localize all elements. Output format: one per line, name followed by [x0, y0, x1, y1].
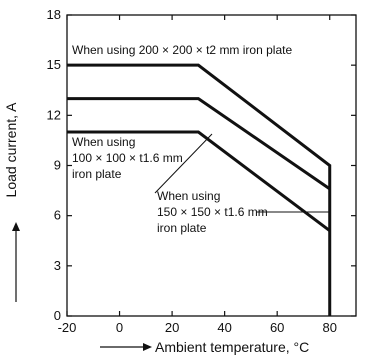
- y-tick-label: 12: [47, 107, 61, 122]
- x-tick-label: 80: [322, 320, 336, 335]
- annotation-leader: [154, 133, 213, 194]
- x-tick-label: 0: [116, 320, 123, 335]
- plot-frame: [66, 14, 357, 317]
- y-tick-label: 15: [47, 57, 61, 72]
- annotation-left-line3: iron plate: [72, 167, 122, 181]
- x-axis-label: Ambient temperature, °C: [155, 339, 309, 355]
- annotation-left-line2: 100 × 100 × t1.6 mm: [72, 151, 183, 165]
- annotation-left-line1: When using: [72, 135, 135, 149]
- y-tick-label: 0: [54, 308, 61, 323]
- series: [67, 63, 332, 316]
- y-axis-arrow-head: [12, 222, 20, 231]
- y-tick-label: 18: [47, 7, 61, 22]
- axis-arrows: [12, 222, 152, 351]
- series-line-2: [67, 97, 331, 191]
- annotation-leaders: [154, 133, 330, 213]
- y-tick-label: 6: [54, 208, 61, 223]
- x-axis-arrow-head: [143, 343, 152, 351]
- annotation-right-line2: 150 × 150 × t1.6 mm: [157, 205, 268, 219]
- x-tick-label: -20: [58, 320, 77, 335]
- y-axis-label: Load current, A: [3, 102, 19, 198]
- y-tick-label: 9: [54, 158, 61, 173]
- annotation-right-line3: iron plate: [157, 221, 207, 235]
- annotation-right-line1: When using: [157, 189, 220, 203]
- x-tick-label: 20: [165, 320, 179, 335]
- series-line-3: [67, 130, 331, 232]
- annotation-top: When using 200 × 200 × t2 mm iron plate: [72, 43, 292, 57]
- x-tick-label: 40: [217, 320, 231, 335]
- axes: [66, 14, 357, 317]
- series-line-1: [67, 63, 332, 316]
- y-tick-label: 3: [54, 258, 61, 273]
- x-tick-label: 60: [270, 320, 284, 335]
